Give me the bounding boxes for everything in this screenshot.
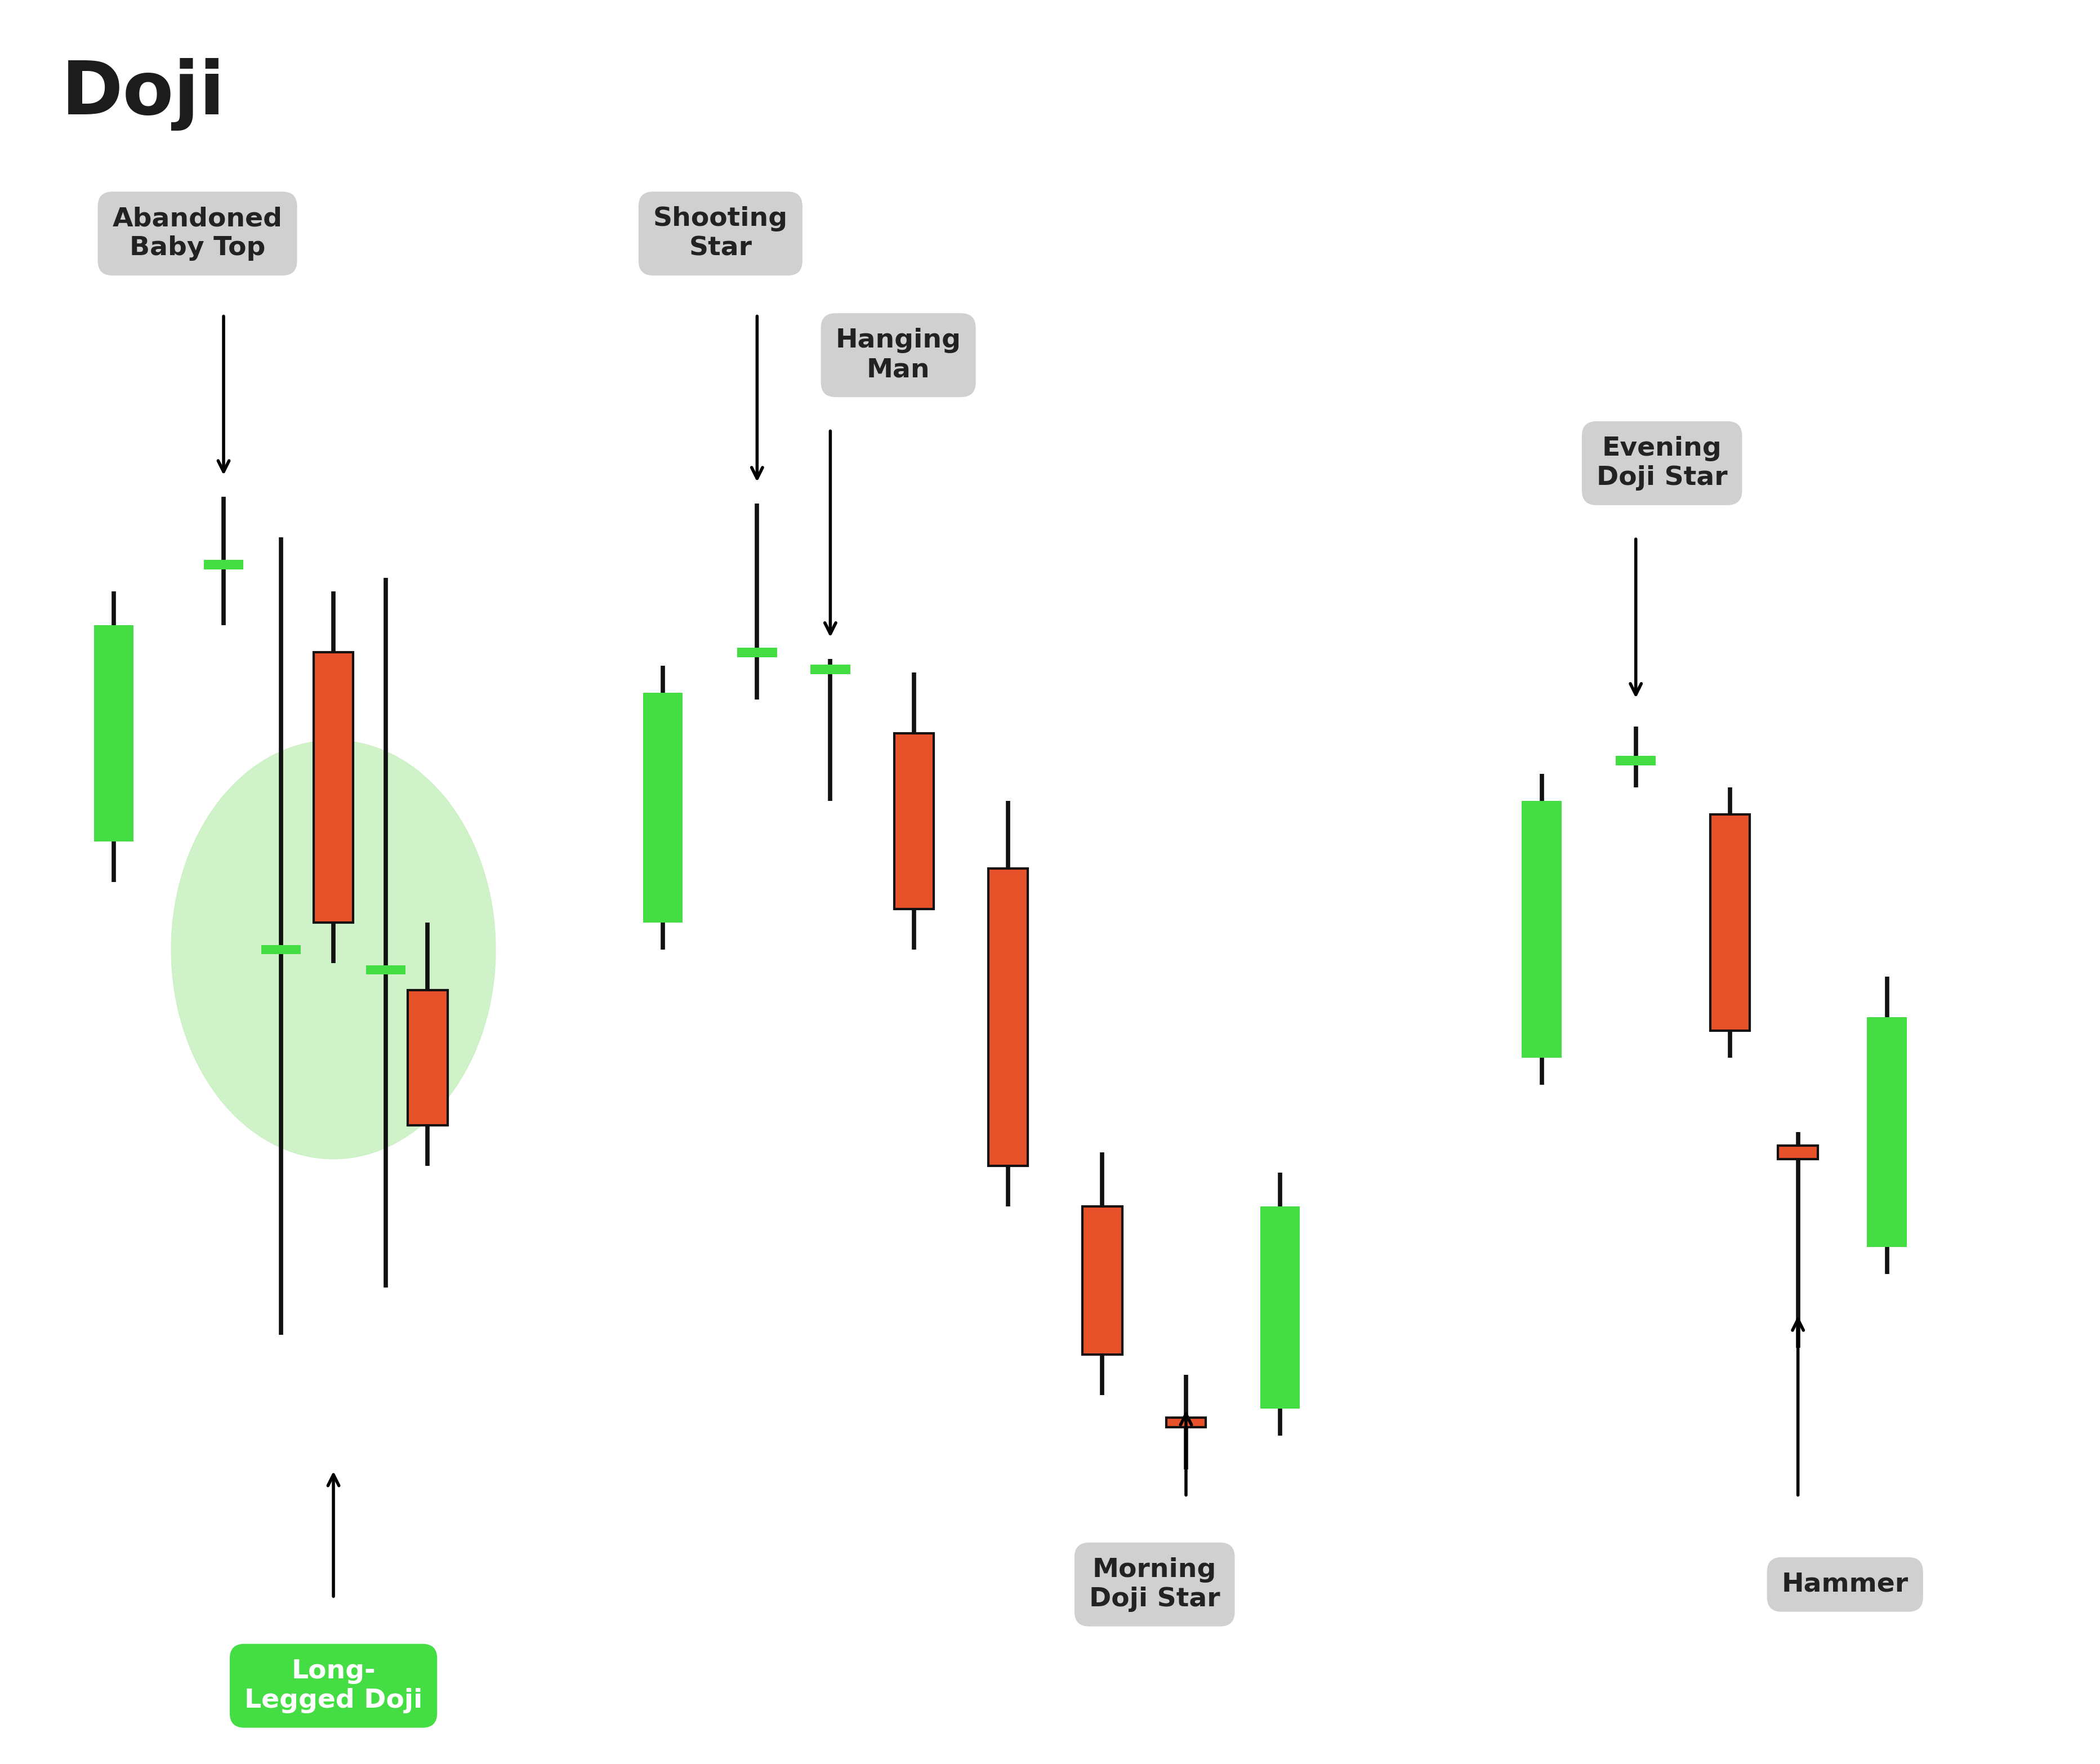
Bar xyxy=(643,693,683,923)
Text: Doji: Doji xyxy=(61,58,225,131)
Bar xyxy=(407,990,447,1125)
Bar xyxy=(260,946,300,954)
Bar xyxy=(1166,1418,1205,1427)
Bar xyxy=(1260,1207,1300,1409)
Bar xyxy=(989,868,1029,1166)
Bar xyxy=(1779,1145,1819,1159)
Text: Long-
Legged Doji: Long- Legged Doji xyxy=(244,1658,422,1713)
Text: Morning
Doji Star: Morning Doji Star xyxy=(1090,1558,1220,1612)
Bar xyxy=(1082,1207,1121,1355)
Bar xyxy=(895,734,934,908)
Bar xyxy=(1615,755,1655,766)
Text: Shooting
Star: Shooting Star xyxy=(653,206,788,261)
Circle shape xyxy=(172,741,496,1159)
Bar xyxy=(313,653,353,923)
Bar xyxy=(94,624,134,841)
Text: Evening
Doji Star: Evening Doji Star xyxy=(1596,436,1728,490)
Bar xyxy=(811,665,850,674)
Bar xyxy=(1522,801,1562,1058)
Text: Hanging
Man: Hanging Man xyxy=(836,328,962,383)
Bar xyxy=(737,647,777,656)
Bar xyxy=(204,559,244,570)
Bar xyxy=(1709,815,1749,1030)
Text: Hammer: Hammer xyxy=(1781,1572,1909,1596)
Text: Abandoned
Baby Top: Abandoned Baby Top xyxy=(113,206,284,261)
Bar xyxy=(365,965,405,974)
Bar xyxy=(1867,1018,1907,1247)
